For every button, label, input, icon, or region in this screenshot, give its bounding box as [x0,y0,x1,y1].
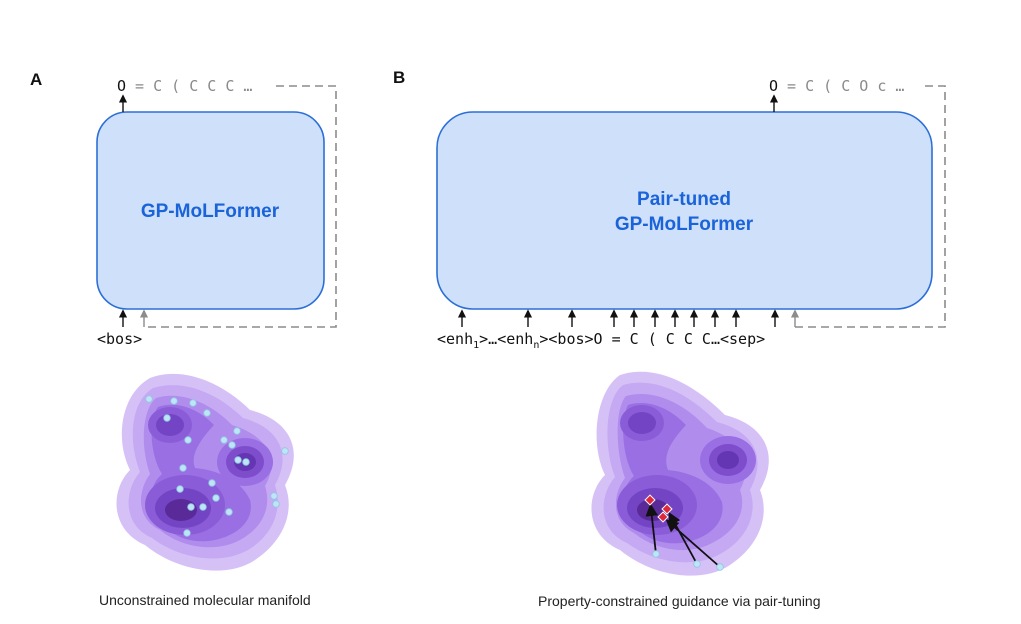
sample-point [183,529,191,537]
sample-point [228,441,236,449]
source-point [652,550,660,558]
sample-point [270,492,278,500]
sample-point [208,479,216,487]
panel-b-model-name-line1: Pair-tuned [637,189,731,210]
panel-a-output-first-token: O [117,77,126,95]
sample-point [225,508,233,516]
panel-b-output-sequence: O = C ( C O c … [769,77,904,95]
panel-a-feedback-loop [144,85,337,328]
sample-point [233,427,241,435]
panel-b-caption: Property-constrained guidance via pair-t… [538,593,821,609]
sample-point [242,458,250,466]
sample-point [220,436,228,444]
target-point [644,494,656,506]
panel-b-output-rest: = C ( C O c … [778,77,904,95]
panel-a-output-rest: = C ( C C C … [126,77,252,95]
sample-point [203,409,211,417]
sample-point [187,503,195,511]
source-point [693,560,701,568]
sample-point [163,414,171,422]
panel-a-sample-points [145,395,289,537]
sample-point [184,436,192,444]
target-point [657,511,669,523]
sample-point [145,395,153,403]
panel-a-density-manifold [116,373,294,571]
panel-a-input-token: <bos> [97,330,142,348]
panel-b-label: B [393,68,405,87]
panel-b-output-first-token: O [769,77,778,95]
panel-a-label: A [30,70,42,89]
panel-a-model-box [96,111,325,310]
panel-b-model-name-line2: GP-MoLFormer [615,214,754,235]
sample-point [176,485,184,493]
panel-a-caption: Unconstrained molecular manifold [99,592,311,608]
sample-point [212,494,220,502]
sample-point [281,447,289,455]
guidance-arrow [665,519,721,568]
source-point [716,563,724,571]
panel-b-guided-points [644,494,724,571]
panel-b-input-sequence: <enh1>…<enhn><bos>O = C ( C C C…<sep> [437,330,765,351]
panel-a: A O = C ( C C C … GP-MoLFormer <bos> [30,70,337,608]
sample-point [199,503,207,511]
sample-point [170,397,178,405]
sample-point [272,500,280,508]
panel-b: B O = C ( C O c … Pair-tuned GP-MoLForme… [393,68,946,609]
panel-a-output-sequence: O = C ( C C C … [117,77,252,95]
panel-b-model-box [436,111,933,310]
guidance-arrow [645,503,659,555]
panel-a-model-name: GP-MoLFormer [141,201,280,222]
sample-point [234,456,242,464]
target-point [661,503,673,515]
panel-b-input-arrows [457,309,780,327]
sample-point [189,399,197,407]
panel-b-density-manifold [591,371,769,576]
sample-point [179,464,187,472]
